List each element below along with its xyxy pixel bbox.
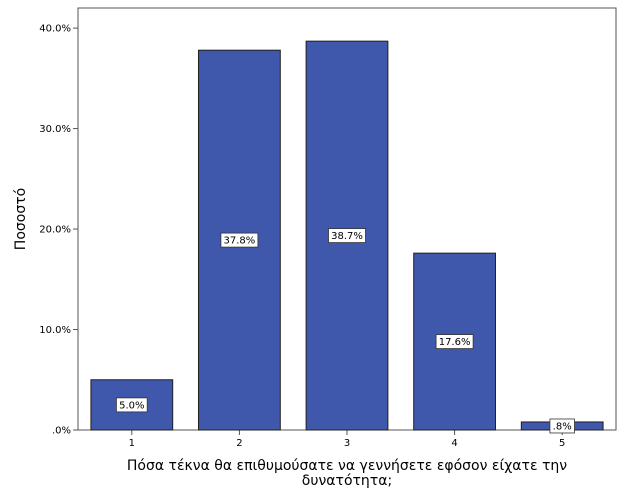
x-axis-title-line-1: Πόσα τέκνα θα επιθυμούσατε να γεννήσετε … bbox=[127, 458, 567, 474]
data-label-box bbox=[549, 418, 575, 434]
data-label: 37.8% bbox=[224, 236, 256, 247]
y-axis: .0% 10.0% 20.0% 30.0% 40.0% bbox=[39, 24, 78, 437]
x-axis: 1 2 3 4 5 bbox=[129, 430, 565, 449]
data-label: .8% bbox=[553, 422, 572, 433]
y-tick-label: 30.0% bbox=[39, 124, 71, 135]
data-label: 38.7% bbox=[331, 231, 363, 242]
y-axis-title: Ποσοστό bbox=[13, 188, 29, 250]
x-axis-title-line-2: δυνατότητα; bbox=[302, 473, 392, 489]
data-label: 17.6% bbox=[439, 337, 471, 348]
y-tick-label: 40.0% bbox=[39, 24, 71, 35]
x-tick-label: 5 bbox=[559, 438, 565, 449]
data-label-box bbox=[220, 232, 259, 248]
x-tick-label: 3 bbox=[344, 438, 350, 449]
data-label: 5.0% bbox=[119, 400, 144, 411]
data-label-box bbox=[435, 334, 474, 349]
data-label-box bbox=[328, 228, 366, 243]
x-tick-label: 1 bbox=[129, 438, 135, 449]
y-tick-label: .0% bbox=[52, 426, 71, 437]
data-label-box bbox=[116, 397, 148, 413]
y-tick-label: 10.0% bbox=[39, 325, 71, 336]
y-tick-label: 20.0% bbox=[39, 225, 71, 236]
x-tick-label: 4 bbox=[451, 438, 457, 449]
data-labels: 5.0% 37.8% 38.7% 17.6% .8% bbox=[116, 228, 575, 434]
x-tick-label: 2 bbox=[236, 438, 242, 449]
